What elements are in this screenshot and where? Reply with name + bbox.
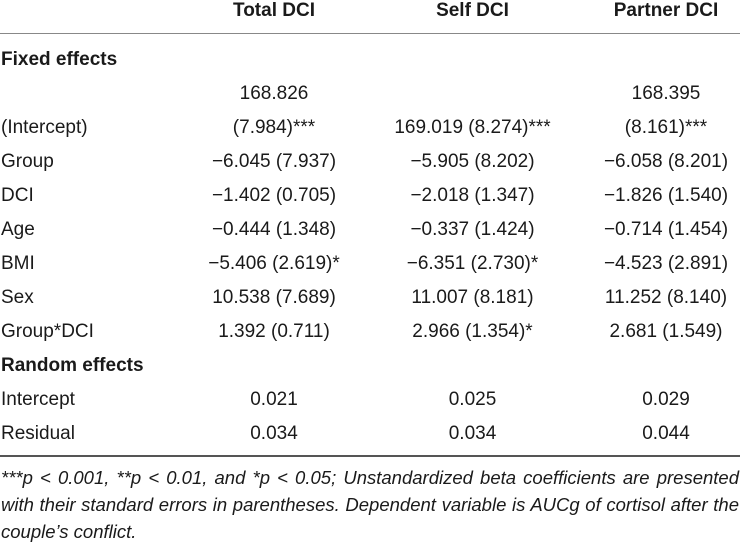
- cell-self: 0.025: [448, 389, 497, 410]
- cell-total: (7.984)***: [232, 117, 316, 138]
- table-row: DCI −1.402 (0.705) −2.018 (1.347) −1.826…: [0, 179, 740, 213]
- cell-self: −5.905 (8.202): [410, 151, 535, 172]
- row-label: Group: [1, 151, 54, 172]
- cell-partner: 168.395: [631, 83, 701, 104]
- cell-total: 0.034: [250, 423, 298, 444]
- header-self-dci: Self DCI: [436, 0, 509, 21]
- section-fixed-effects: Fixed effects: [0, 43, 740, 77]
- table-row: Residual 0.034 0.034 0.044: [0, 417, 740, 451]
- header-partner-dci: Partner DCI: [613, 0, 719, 21]
- row-label: (Intercept): [1, 117, 88, 138]
- cell-partner: 2.681 (1.549): [609, 321, 723, 342]
- cell-total: 10.538 (7.689): [212, 287, 336, 308]
- cell-total: −0.444 (1.348): [211, 219, 337, 240]
- bottom-rule: [0, 455, 740, 457]
- table-row: BMI −5.406 (2.619)* −6.351 (2.730)* −4.5…: [0, 247, 740, 281]
- row-label: Intercept: [1, 389, 75, 410]
- row-label: Age: [1, 219, 35, 240]
- header-rule: [0, 33, 740, 34]
- table-row: Age −0.444 (1.348) −0.337 (1.424) −0.714…: [0, 213, 740, 247]
- cell-partner: −1.826 (1.540): [603, 185, 729, 206]
- cell-partner: −0.714 (1.454): [603, 219, 729, 240]
- table-row: Intercept 0.021 0.025 0.029: [0, 383, 740, 417]
- table-row: Sex 10.538 (7.689) 11.007 (8.181) 11.252…: [0, 281, 740, 315]
- cell-partner: −6.058 (8.201): [603, 151, 729, 172]
- cell-self: 2.966 (1.354)*: [412, 321, 533, 342]
- section-label: Random effects: [1, 355, 144, 376]
- row-label: Group*DCI: [1, 321, 94, 342]
- cell-partner: 0.044: [642, 423, 690, 444]
- table-row: Group*DCI 1.392 (0.711) 2.966 (1.354)* 2…: [0, 315, 740, 349]
- cell-total: 1.392 (0.711): [218, 321, 330, 342]
- cell-partner: 11.252 (8.140): [604, 287, 728, 308]
- cell-self: −0.337 (1.424): [410, 219, 535, 240]
- cell-self: −6.351 (2.730)*: [406, 253, 539, 274]
- row-label: BMI: [1, 253, 35, 274]
- table-row: Group −6.045 (7.937) −5.905 (8.202) −6.0…: [0, 145, 740, 179]
- table-footnote: ***p < 0.001, **p < 0.01, and *p < 0.05;…: [1, 467, 739, 542]
- row-label: Sex: [1, 287, 34, 308]
- cell-partner: (8.161)***: [624, 117, 708, 138]
- cell-total: 0.021: [250, 389, 298, 410]
- cell-self: −2.018 (1.347): [410, 185, 535, 206]
- cell-self: 0.034: [448, 423, 497, 444]
- cell-total: −5.406 (2.619)*: [208, 253, 340, 274]
- row-label: DCI: [1, 185, 34, 206]
- table-row: (Intercept) (7.984)*** 169.019 (8.274)**…: [0, 111, 740, 145]
- section-random-effects: Random effects: [0, 349, 740, 383]
- table-header-row: Total DCI Self DCI Partner DCI: [0, 0, 740, 34]
- cell-self: 11.007 (8.181): [411, 287, 534, 308]
- cell-self: 169.019 (8.274)***: [394, 117, 551, 138]
- header-total-dci: Total DCI: [233, 0, 315, 21]
- cell-total: −6.045 (7.937): [211, 151, 337, 172]
- table-row: 168.826 168.395: [0, 77, 740, 111]
- cell-total: 168.826: [239, 83, 309, 104]
- section-label: Fixed effects: [1, 49, 118, 70]
- row-label: Residual: [1, 423, 75, 444]
- cell-total: −1.402 (0.705): [211, 185, 337, 206]
- cell-partner: 0.029: [642, 389, 690, 410]
- cell-partner: −4.523 (2.891): [603, 253, 729, 274]
